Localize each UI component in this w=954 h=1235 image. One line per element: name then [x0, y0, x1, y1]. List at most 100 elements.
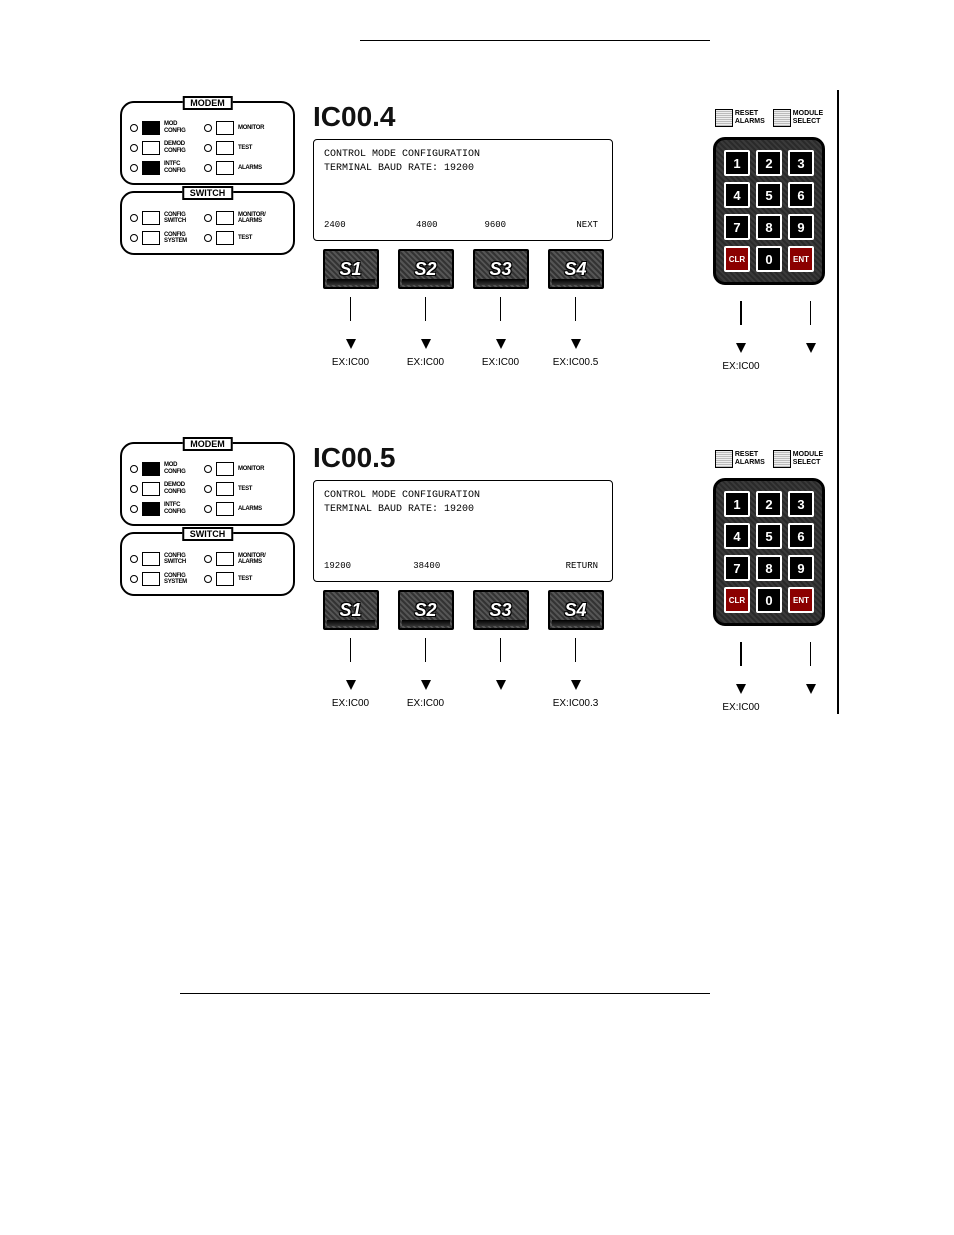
s-button-s1[interactable]: S1 [323, 590, 379, 630]
s-button-s3[interactable]: S3 [473, 590, 529, 630]
keypad-key-9[interactable]: 9 [788, 214, 814, 240]
keypad-key-1[interactable]: 1 [724, 150, 750, 176]
keypad-key-1[interactable]: 1 [724, 491, 750, 517]
reset-module-row: RESETALARMS MODULESELECT [704, 109, 834, 127]
modem-left-key[interactable] [142, 121, 160, 135]
modem-left-key[interactable] [142, 482, 160, 496]
switch-left-label: CONFIGSYSTEM [164, 232, 200, 244]
switch-row: CONFIGSYSTEMTEST [130, 572, 285, 586]
s-button-s3[interactable]: S3 [473, 249, 529, 289]
lcd-display: CONTROL MODE CONFIGURATIONTERMINAL BAUD … [313, 480, 613, 582]
switch-left-label: CONFIGSYSTEM [164, 573, 200, 585]
modem-row: MODCONFIGMONITOR [130, 462, 285, 476]
lcd-softkey-label: 4800 [393, 218, 462, 232]
keypad-key-7[interactable]: 7 [724, 555, 750, 581]
modem-right-key[interactable] [216, 161, 234, 175]
modem-row: MODCONFIGMONITOR [130, 121, 285, 135]
s-button-s1[interactable]: S1 [323, 249, 379, 289]
keypad-key-2[interactable]: 2 [756, 150, 782, 176]
small-key-label: MODULESELECT [793, 110, 823, 126]
modem-left-key[interactable] [142, 161, 160, 175]
reset-alarms-button[interactable]: RESETALARMS [715, 450, 765, 468]
keypad-key-7[interactable]: 7 [724, 214, 750, 240]
switch-right-key[interactable] [216, 231, 234, 245]
keypad-key-ent[interactable]: ENT [788, 587, 814, 613]
s-button-s4[interactable]: S4 [548, 249, 604, 289]
keypad-key-8[interactable]: 8 [756, 555, 782, 581]
switch-left-key[interactable] [142, 572, 160, 586]
keypad-key-3[interactable]: 3 [788, 150, 814, 176]
modem-right-key[interactable] [216, 502, 234, 516]
modem-left-label: MODCONFIG [164, 121, 200, 135]
s-button-wrap: S2EX:IC00 [388, 590, 463, 709]
keypad-key-9[interactable]: 9 [788, 555, 814, 581]
led-icon [130, 465, 138, 473]
keypad-key-clr[interactable]: CLR [724, 587, 750, 613]
modem-title: MODEM [182, 437, 233, 451]
numeric-keypad: 123 456 789 CLR0ENT [713, 137, 825, 285]
led-icon [204, 505, 212, 513]
s-button-wrap: S3 EX:IC00 [463, 249, 538, 368]
switch-right-key[interactable] [216, 211, 234, 225]
modem-right-key[interactable] [216, 482, 234, 496]
switch-left-key[interactable] [142, 231, 160, 245]
modem-right-label: ALARMS [238, 165, 262, 172]
modem-right-key[interactable] [216, 121, 234, 135]
keypad-arrow: EX:IC00 [722, 293, 759, 372]
modem-right-key[interactable] [216, 141, 234, 155]
exit-label: EX:IC00 [482, 357, 519, 368]
keypad-key-0[interactable]: 0 [756, 246, 782, 272]
figure-id: IC00.5 [313, 442, 686, 474]
modem-left-key[interactable] [142, 141, 160, 155]
keypad-key-clr[interactable]: CLR [724, 246, 750, 272]
s-button-s4[interactable]: S4 [548, 590, 604, 630]
lcd-line2: TERMINAL BAUD RATE: 19200 [324, 503, 602, 517]
switch-row: CONFIGSYSTEMTEST [130, 231, 285, 245]
switch-right-label: MONITOR/ALARMS [238, 212, 266, 224]
switch-left-label: CONFIGSWITCH [164, 553, 200, 565]
switch-box: SWITCHCONFIGSWITCHMONITOR/ALARMSCONFIGSY… [120, 191, 295, 255]
keypad-key-0[interactable]: 0 [756, 587, 782, 613]
switch-left-key[interactable] [142, 552, 160, 566]
led-icon [130, 124, 138, 132]
led-icon [130, 575, 138, 583]
keypad-key-5[interactable]: 5 [756, 182, 782, 208]
module-select-button[interactable]: MODULESELECT [773, 109, 823, 127]
keypad-key-2[interactable]: 2 [756, 491, 782, 517]
switch-left-key[interactable] [142, 211, 160, 225]
module-select-button[interactable]: MODULESELECT [773, 450, 823, 468]
modem-row: INTFCCONFIG ALARMS [130, 161, 285, 175]
center-column: IC00.4CONTROL MODE CONFIGURATIONTERMINAL… [313, 101, 686, 368]
s-button-s2[interactable]: S2 [398, 249, 454, 289]
small-key-label: RESETALARMS [735, 451, 765, 467]
lcd-softkey-row: 240048009600NEXT [324, 218, 602, 232]
led-icon [204, 555, 212, 563]
modem-switch-panel: MODEMMODCONFIGMONITORDEMODCONFIGTESTINTF… [120, 442, 295, 602]
keypad-key-6[interactable]: 6 [788, 523, 814, 549]
modem-right-key[interactable] [216, 462, 234, 476]
keypad-key-4[interactable]: 4 [724, 523, 750, 549]
keypad-key-ent[interactable]: ENT [788, 246, 814, 272]
modem-left-label: DEMODCONFIG [164, 482, 200, 496]
modem-left-label: INTFCCONFIG [164, 161, 200, 175]
led-icon [130, 234, 138, 242]
switch-right-key[interactable] [216, 552, 234, 566]
modem-right-label: TEST [238, 145, 252, 152]
exit-label: EX:IC00.3 [553, 698, 599, 709]
switch-right-key[interactable] [216, 572, 234, 586]
switch-left-label: CONFIGSWITCH [164, 212, 200, 224]
keypad-key-4[interactable]: 4 [724, 182, 750, 208]
modem-row: DEMODCONFIGTEST [130, 482, 285, 496]
switch-title: SWITCH [182, 186, 234, 200]
modem-box: MODEMMODCONFIGMONITORDEMODCONFIGTESTINTF… [120, 101, 295, 185]
modem-right-label: ALARMS [238, 506, 262, 513]
modem-left-key[interactable] [142, 462, 160, 476]
keypad-key-3[interactable]: 3 [788, 491, 814, 517]
keypad-key-6[interactable]: 6 [788, 182, 814, 208]
s-button-s2[interactable]: S2 [398, 590, 454, 630]
keypad-key-8[interactable]: 8 [756, 214, 782, 240]
modem-left-key[interactable] [142, 502, 160, 516]
lcd-softkey-label: 9600 [461, 218, 530, 232]
keypad-key-5[interactable]: 5 [756, 523, 782, 549]
reset-alarms-button[interactable]: RESETALARMS [715, 109, 765, 127]
